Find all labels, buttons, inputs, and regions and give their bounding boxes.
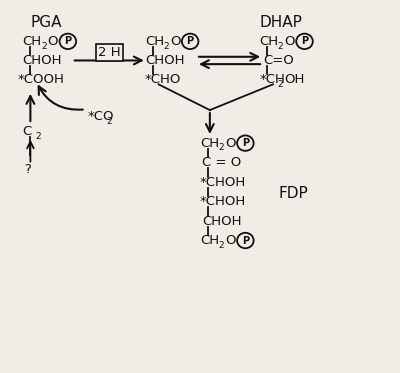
Text: *CO: *CO [88,110,114,123]
Text: P: P [301,36,308,46]
Text: 2: 2 [106,117,112,126]
Text: *CHO: *CHO [145,73,181,87]
Text: *CHOH: *CHOH [199,176,246,189]
Text: CH: CH [145,35,164,48]
Text: P: P [242,235,249,245]
Text: 2: 2 [218,241,224,250]
Text: *CHOH: *CHOH [199,195,246,208]
Text: CHOH: CHOH [22,54,62,67]
Text: C = O: C = O [202,156,241,169]
Text: CH: CH [200,137,219,150]
Text: C: C [22,125,32,138]
Text: OH: OH [284,73,305,87]
Text: *COOH: *COOH [18,73,65,87]
Text: P: P [186,36,194,46]
Text: CHOH: CHOH [202,214,242,228]
Text: FDP: FDP [279,186,309,201]
Text: C=O: C=O [263,54,294,67]
Text: 2: 2 [278,80,283,89]
Text: O: O [225,234,236,247]
Text: ?: ? [24,163,31,176]
Text: CH: CH [200,234,219,247]
Text: PGA: PGA [30,16,62,31]
Text: 2: 2 [278,42,283,51]
Text: P: P [242,138,249,148]
Text: 2: 2 [163,42,169,51]
Text: *CH: *CH [259,73,285,87]
Text: O: O [170,35,180,48]
Text: O: O [284,35,295,48]
Text: P: P [64,36,72,46]
Text: 2: 2 [41,42,47,51]
Text: 2: 2 [36,132,41,141]
Text: O: O [225,137,236,150]
Text: DHAP: DHAP [259,16,302,31]
Text: CHOH: CHOH [145,54,184,67]
Text: 2 H: 2 H [98,46,120,59]
Text: O: O [48,35,58,48]
Text: CH: CH [22,35,42,48]
Text: 2: 2 [218,143,224,153]
Text: CH: CH [259,35,278,48]
